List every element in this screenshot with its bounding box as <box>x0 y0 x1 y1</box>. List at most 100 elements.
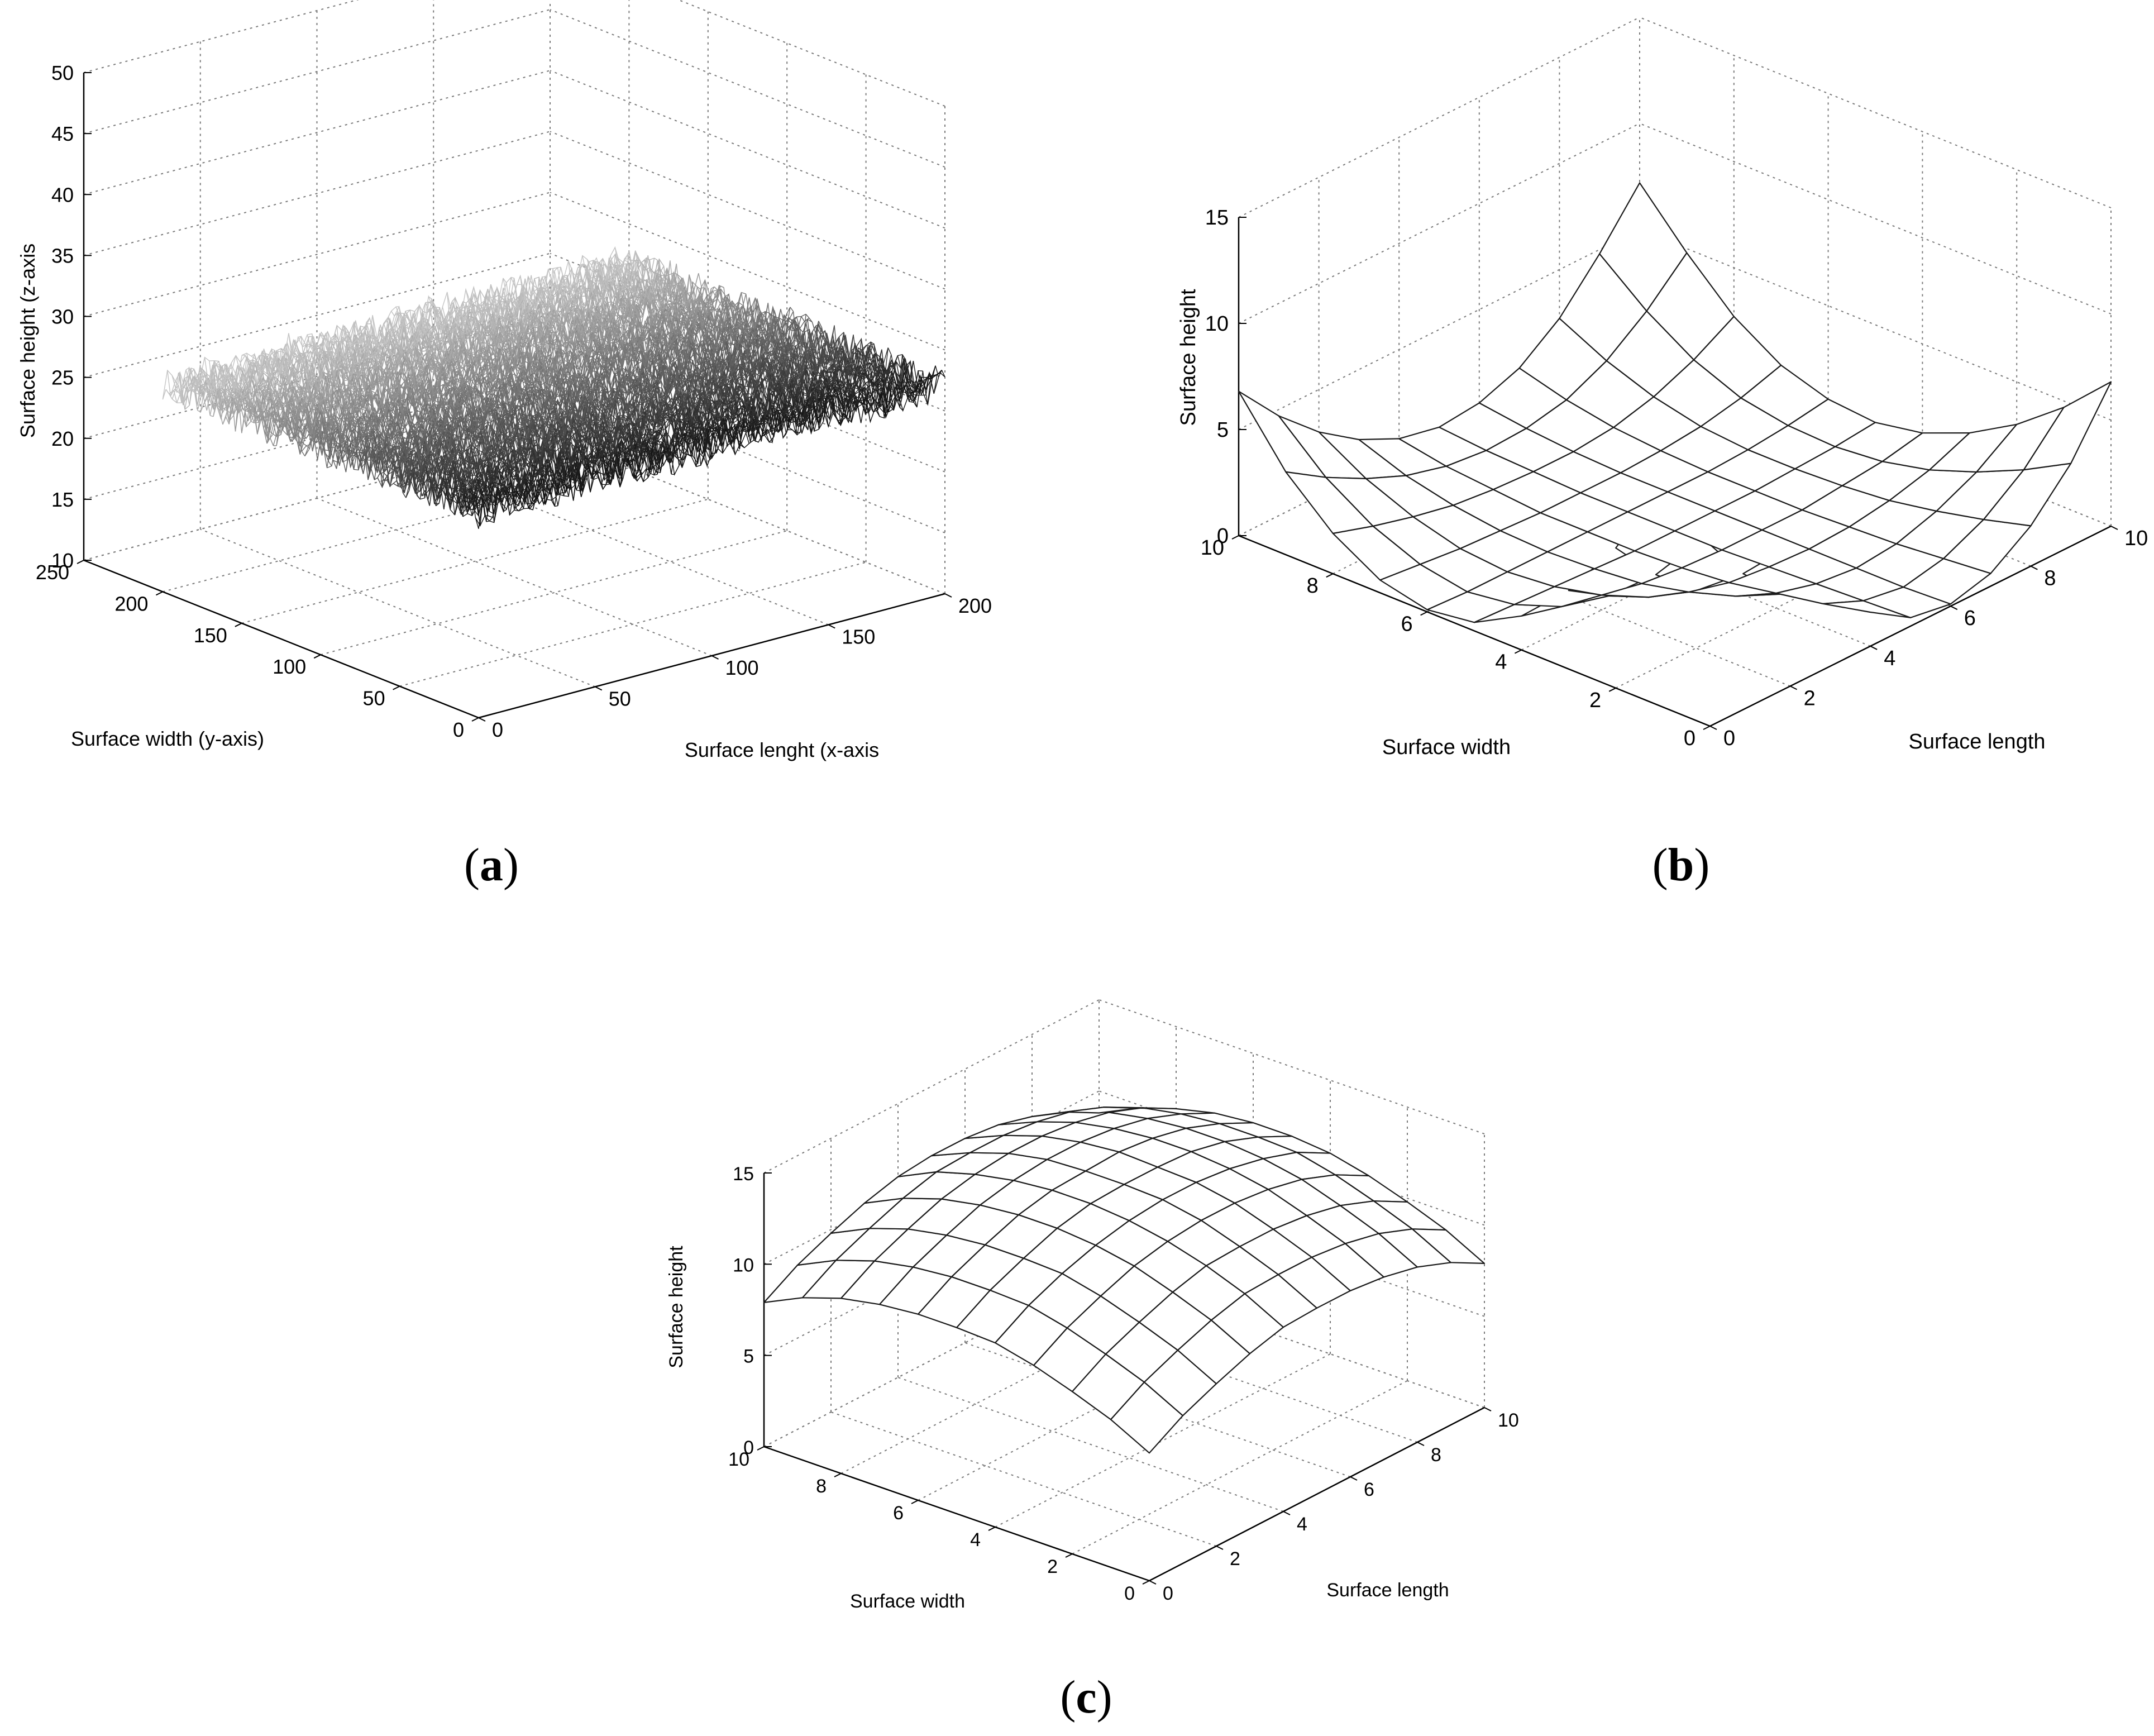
y-tick-label: 200 <box>114 592 148 615</box>
mesh-line <box>671 474 675 475</box>
z-tick-label: 40 <box>51 183 74 206</box>
mesh-line <box>179 372 184 402</box>
mesh-line <box>531 484 535 504</box>
mesh-line <box>225 417 230 425</box>
mesh-line <box>467 451 471 470</box>
z-tick-label: 20 <box>51 427 74 450</box>
mesh-line <box>209 415 214 417</box>
mesh-line <box>366 431 371 434</box>
mesh-line <box>412 472 416 494</box>
mesh-line <box>323 449 328 468</box>
mesh-line <box>507 481 512 497</box>
mesh-line <box>350 428 354 451</box>
mesh-line <box>300 336 305 365</box>
mesh-line <box>301 451 305 456</box>
mesh-line <box>321 435 326 440</box>
mesh-line <box>176 372 180 393</box>
mesh-line <box>447 386 451 390</box>
mesh-line <box>228 373 232 389</box>
back-wall-gridline <box>83 313 551 439</box>
mesh-line <box>383 473 388 476</box>
mesh-line <box>220 376 225 404</box>
mesh-line <box>333 460 337 469</box>
mesh-line <box>271 349 275 351</box>
mesh-line <box>555 505 558 507</box>
mesh-line <box>419 486 424 492</box>
y-tick-mark <box>393 685 400 690</box>
mesh-line <box>167 370 171 397</box>
mesh-line <box>215 361 219 365</box>
mesh-line <box>328 461 332 466</box>
mesh-line <box>437 415 441 419</box>
mesh-line <box>250 421 255 423</box>
mesh-line <box>270 437 274 446</box>
mesh-line <box>262 383 266 394</box>
mesh-line <box>243 356 247 385</box>
y-tick-mark <box>471 717 479 722</box>
floor-gridline <box>317 498 712 656</box>
mesh-line <box>288 431 293 437</box>
y-axis-line <box>83 559 479 719</box>
mesh-line <box>190 368 194 370</box>
mesh-line <box>195 393 199 395</box>
z-tick-label: 50 <box>51 61 74 84</box>
back-wall-gridline <box>83 192 551 317</box>
mesh-line <box>509 499 513 516</box>
z-tick-label: 30 <box>51 306 74 328</box>
y-tick-label: 100 <box>273 655 306 678</box>
y-tick-label: 250 <box>36 561 69 584</box>
floor-gridline <box>320 530 787 656</box>
mesh-line <box>276 371 280 384</box>
mesh-line <box>309 361 313 363</box>
mesh-line <box>263 429 268 444</box>
mesh-line <box>374 477 378 480</box>
z-tick-label: 35 <box>51 244 74 267</box>
y-tick-label: 0 <box>453 718 464 741</box>
x-tick-mark <box>944 593 952 598</box>
z-tick-label: 45 <box>51 122 74 145</box>
mesh-line <box>276 431 280 437</box>
z-tick-label: 25 <box>51 366 74 389</box>
floor-gridline <box>399 561 866 687</box>
mesh-line <box>270 355 274 376</box>
mesh-line <box>393 480 397 484</box>
mesh-line <box>475 517 479 529</box>
y-tick-label: 150 <box>194 624 227 647</box>
mesh-line <box>197 410 201 413</box>
mesh-line <box>332 341 336 344</box>
mesh-line <box>176 393 181 403</box>
mesh-line <box>522 450 526 457</box>
side-wall-gridline <box>550 70 945 229</box>
back-wall-gridline <box>83 70 551 195</box>
mesh-line <box>402 492 407 498</box>
mesh-line <box>489 517 493 522</box>
side-wall-gridline <box>550 9 945 168</box>
mesh-line <box>232 355 236 368</box>
mesh-line <box>404 458 408 484</box>
y-tick-mark <box>77 560 84 564</box>
x-tick-mark <box>828 624 835 629</box>
mesh-line <box>336 421 341 430</box>
mesh-line <box>241 397 245 411</box>
mesh-line <box>183 388 187 406</box>
mesh-line <box>235 355 240 368</box>
x-tick-label: 200 <box>958 594 992 617</box>
floor-gridline <box>163 467 629 593</box>
mesh-line <box>479 450 483 452</box>
mesh-line <box>400 483 405 487</box>
mesh-line <box>453 433 457 455</box>
mesh-line <box>320 449 324 450</box>
mesh-line <box>518 506 523 512</box>
mesh-line <box>376 375 381 384</box>
mesh-line <box>289 416 293 419</box>
mesh-line <box>302 345 306 347</box>
floor-gridline <box>241 498 709 624</box>
side-wall-gridline <box>550 131 945 290</box>
mesh-line <box>392 447 397 475</box>
x-tick-mark <box>711 655 719 660</box>
mesh-line <box>371 469 375 480</box>
back-wall-gridline <box>83 9 551 135</box>
mesh-line <box>185 367 190 370</box>
mesh-line <box>438 408 442 428</box>
mesh-line <box>342 459 347 473</box>
